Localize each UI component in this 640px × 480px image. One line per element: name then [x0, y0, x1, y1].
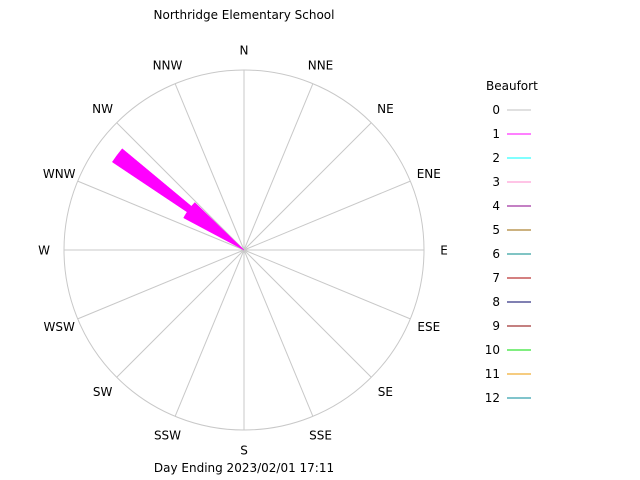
grid-spoke-nnw — [174, 83, 245, 251]
polar-grid — [63, 69, 425, 431]
direction-label-w: W — [38, 244, 50, 258]
direction-label-ne: NE — [377, 102, 394, 116]
grid-spoke-nw — [116, 122, 245, 251]
grid-spoke-wnw — [77, 180, 245, 251]
legend-label-9: 9 — [492, 319, 500, 333]
direction-label-nw: NW — [92, 102, 113, 116]
direction-label-ssw: SSW — [154, 428, 181, 442]
wind-wedges — [111, 148, 245, 251]
chart-caption: Day Ending 2023/02/01 17:11 — [154, 461, 334, 475]
grid-spoke-ssw — [174, 249, 245, 417]
direction-label-s: S — [240, 444, 248, 458]
direction-label-ene: ENE — [417, 167, 441, 181]
legend-title: Beaufort — [486, 79, 538, 93]
direction-label-wnw: WNW — [43, 167, 76, 181]
direction-label-ese: ESE — [417, 320, 440, 334]
wedge-nw-1 — [188, 202, 245, 251]
grid-spoke-se — [243, 249, 372, 378]
grid-spoke-ese — [243, 249, 411, 320]
grid-spoke-nne — [243, 83, 314, 251]
direction-label-n: N — [240, 44, 249, 58]
legend-label-0: 0 — [492, 103, 500, 117]
grid-spoke-sse — [243, 249, 314, 417]
direction-label-sse: SSE — [309, 428, 332, 442]
grid-spoke-ene — [243, 180, 411, 251]
legend-label-10: 10 — [485, 343, 500, 357]
legend-label-8: 8 — [492, 295, 500, 309]
direction-label-wsw: WSW — [44, 320, 75, 334]
grid-spoke-wsw — [77, 249, 245, 320]
direction-label-nne: NNE — [308, 59, 334, 73]
legend-label-2: 2 — [492, 151, 500, 165]
legend-label-5: 5 — [492, 223, 500, 237]
legend-label-6: 6 — [492, 247, 500, 261]
grid-spoke-ne — [243, 122, 372, 251]
direction-label-se: SE — [378, 385, 393, 399]
direction-label-e: E — [440, 244, 448, 258]
legend-label-1: 1 — [492, 127, 500, 141]
legend-label-7: 7 — [492, 271, 500, 285]
legend-label-4: 4 — [492, 199, 500, 213]
legend-label-3: 3 — [492, 175, 500, 189]
grid-spoke-sw — [116, 249, 245, 378]
direction-labels: N NNE NE ENE E ESE SE SSE S SSW SW WSW W WNW NW NNW — [38, 44, 448, 458]
direction-label-nnw: NNW — [153, 59, 183, 73]
wedge-wnw-2 — [183, 211, 245, 251]
legend-label-12: 12 — [485, 391, 500, 405]
chart-title: Northridge Elementary School — [154, 8, 335, 22]
legend-label-11: 11 — [485, 367, 500, 381]
direction-label-sw: SW — [93, 385, 113, 399]
